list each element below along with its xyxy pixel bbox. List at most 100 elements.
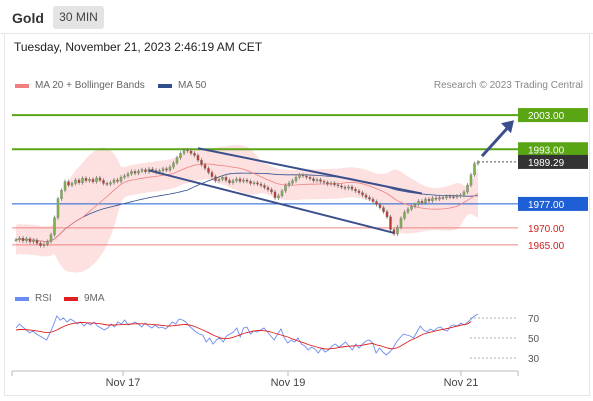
candle-body (431, 197, 434, 202)
candle-body (67, 181, 70, 186)
candle-body (161, 168, 165, 171)
candle-body (319, 179, 322, 182)
candle-body (231, 180, 235, 183)
candle-body (35, 239, 39, 244)
candle-body (452, 196, 455, 198)
candle-body (459, 194, 462, 197)
candle-body (245, 179, 249, 182)
bollinger-band (16, 145, 478, 273)
candle-body (112, 179, 116, 183)
candle-body (200, 159, 203, 165)
candle-body (119, 177, 123, 182)
candle-body (301, 174, 305, 177)
candle-body (242, 179, 245, 182)
candle-body (165, 168, 168, 171)
candle-body (441, 197, 445, 199)
candle-body (81, 178, 84, 183)
candle-body (287, 182, 291, 186)
candle-body (21, 237, 25, 242)
trend-channel-upper (197, 147, 423, 195)
candle-body (60, 190, 63, 199)
candle-body (137, 170, 140, 174)
level-tag-1 (518, 142, 588, 157)
rsi-tick-1: 50 (528, 334, 540, 345)
candle-body (217, 179, 221, 181)
candle-body (49, 234, 53, 242)
rsi-legend-label: RSI (35, 293, 52, 304)
candle-body (193, 153, 196, 156)
candle-body (280, 190, 284, 196)
candle-body (438, 197, 441, 200)
trend-channel-lower (148, 169, 395, 234)
candle-body (179, 153, 182, 158)
candle-body (28, 238, 32, 243)
candle-body (336, 184, 340, 187)
candle-body (361, 192, 364, 196)
forecast-arrow-shaft (480, 124, 512, 158)
candle-body (172, 162, 175, 168)
rsi-tick-2: 30 (528, 354, 540, 365)
candle-body (56, 198, 60, 218)
candle-body (434, 197, 438, 200)
rsi-tick-0: 70 (528, 314, 540, 325)
candle-body (168, 166, 172, 171)
candle-body (329, 182, 333, 185)
candle-body (469, 174, 473, 186)
candle-body (312, 178, 315, 181)
candle-body (420, 200, 424, 204)
last-price-tag (518, 154, 588, 169)
candle-body (403, 211, 406, 219)
x-tick-label-0: Nov 17 (106, 377, 141, 389)
research-credit: Research © 2023 Trading Central (433, 80, 583, 91)
level-label-4: 1965.00 (528, 241, 565, 252)
candle-body (105, 183, 109, 185)
candle-body (203, 164, 207, 169)
candle-body (350, 186, 354, 190)
candle-body (42, 244, 46, 246)
candle-body (252, 182, 256, 184)
candle-body (228, 180, 231, 183)
candle-body (291, 180, 294, 184)
candle-body (14, 239, 18, 241)
candle-body (364, 194, 368, 198)
candle-body (427, 198, 431, 202)
candle-body (476, 161, 480, 164)
ma20-legend-swatch (15, 84, 29, 88)
candle-body (95, 177, 98, 182)
candle-body (333, 182, 336, 185)
level-label-0: 2003.00 (528, 111, 565, 122)
candle-body (224, 177, 228, 181)
candle-body (32, 239, 35, 243)
symbol-title: Gold (12, 10, 44, 26)
candle-body (189, 150, 193, 154)
candle-body (91, 179, 95, 182)
candle-body (63, 181, 67, 191)
candle-body (284, 185, 287, 192)
candle-body (53, 217, 56, 235)
candle-body (354, 189, 357, 192)
candle-body (270, 189, 273, 193)
candle-body (39, 243, 42, 246)
candle-body (424, 198, 427, 204)
candle-body (130, 171, 133, 175)
rsi-legend-swatch (15, 297, 29, 301)
candle-body (256, 182, 259, 185)
level-label-1: 1993.00 (528, 145, 565, 156)
ma20-line (15, 163, 479, 242)
candle-body (455, 195, 459, 198)
timeframe-badge[interactable]: 30 MIN (53, 6, 104, 29)
candle-body (466, 184, 469, 193)
candle-body (417, 200, 420, 205)
candle-body (109, 182, 112, 185)
rsi-ma-legend-label: 9MA (84, 293, 105, 304)
candle-body (102, 180, 105, 184)
candle-body (389, 216, 392, 230)
candle-body (175, 157, 179, 164)
candle-body (368, 197, 371, 200)
candle-body (413, 204, 417, 207)
chart-frame (4, 33, 590, 396)
candle-body (385, 211, 389, 218)
candle-body (308, 177, 312, 179)
candle-body (196, 155, 200, 161)
